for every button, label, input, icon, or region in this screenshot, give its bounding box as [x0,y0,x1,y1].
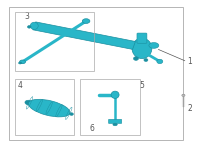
Bar [15,12,94,71]
Bar [80,79,140,135]
Text: 3: 3 [24,12,29,21]
Ellipse shape [132,38,152,59]
Ellipse shape [144,59,148,61]
Ellipse shape [25,100,32,105]
Ellipse shape [113,123,117,126]
Text: 6: 6 [90,124,94,133]
Ellipse shape [28,99,70,117]
FancyBboxPatch shape [137,33,147,43]
Ellipse shape [111,91,119,98]
Text: 2: 2 [187,104,192,113]
FancyBboxPatch shape [109,119,122,123]
Ellipse shape [157,59,163,64]
Ellipse shape [27,26,31,28]
Ellipse shape [133,57,138,60]
Ellipse shape [20,60,26,64]
Ellipse shape [19,62,22,64]
Ellipse shape [182,94,185,97]
Text: 4: 4 [18,81,23,90]
Text: 1: 1 [187,57,192,66]
Ellipse shape [30,22,38,30]
Polygon shape [33,22,135,49]
Bar [15,79,74,135]
Ellipse shape [70,113,73,115]
Text: 5: 5 [139,81,144,90]
Ellipse shape [149,42,159,48]
Bar [9,6,183,141]
Ellipse shape [82,19,90,23]
